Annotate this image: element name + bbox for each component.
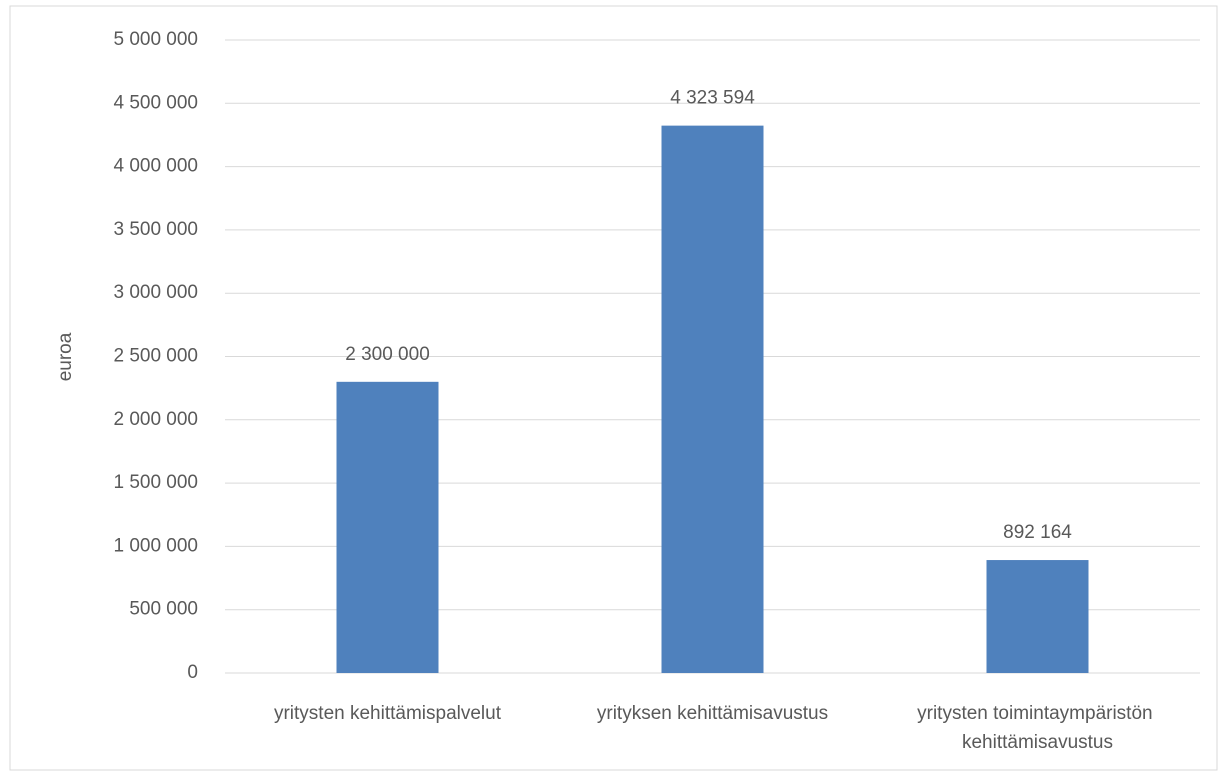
y-tick-label: 1 500 000 [113,472,198,493]
y-tick-label: 4 000 000 [113,156,198,177]
x-tick-label: yritysten kehittämispalvelut [274,703,502,724]
x-tick-label: yrityksen kehittämisavustus [597,703,828,724]
bar [336,381,439,673]
y-tick-label: 1 000 000 [113,535,198,556]
x-tick-label: yritysten toimintaympäristön kehittämisa… [917,703,1158,753]
y-axis-label: euroa [55,332,76,381]
y-tick-label: 3 500 000 [113,219,198,240]
data-label: 2 300 000 [345,344,430,365]
y-tick-label: 5 000 000 [113,29,198,50]
data-label: 4 323 594 [670,88,755,109]
y-tick-label: 2 000 000 [113,409,198,430]
y-tick-label: 500 000 [129,599,198,620]
y-tick-label: 3 000 000 [113,282,198,303]
y-tick-label: 2 500 000 [113,346,198,367]
y-tick-label: 4 500 000 [113,92,198,113]
data-label: 892 164 [1003,522,1072,543]
bar [986,560,1089,673]
bar [661,125,764,674]
y-tick-label: 0 [187,662,198,683]
